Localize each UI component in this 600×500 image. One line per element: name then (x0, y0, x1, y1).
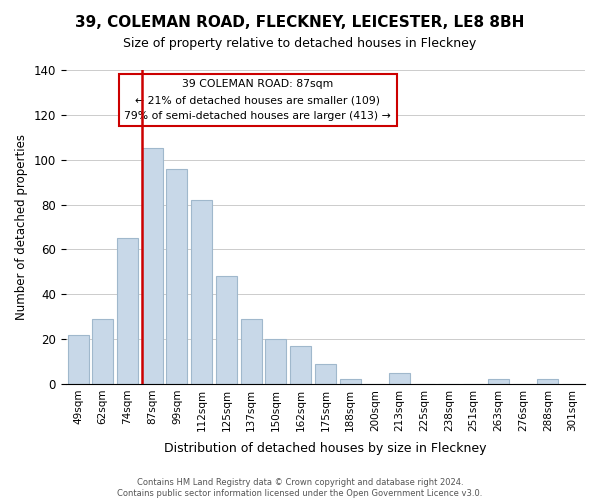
Bar (538, 380, 559, 384)
Text: Contains HM Land Registry data © Crown copyright and database right 2024.
Contai: Contains HM Land Registry data © Crown c… (118, 478, 482, 498)
Bar (117, 238, 138, 384)
Bar (166, 168, 187, 384)
Bar (340, 380, 361, 384)
Bar (191, 200, 212, 384)
Bar (241, 319, 262, 384)
Text: Size of property relative to detached houses in Fleckney: Size of property relative to detached ho… (124, 38, 476, 51)
Bar (315, 364, 336, 384)
Text: 39 COLEMAN ROAD: 87sqm
← 21% of detached houses are smaller (109)
79% of semi-de: 39 COLEMAN ROAD: 87sqm ← 21% of detached… (124, 80, 391, 120)
X-axis label: Distribution of detached houses by size in Fleckney: Distribution of detached houses by size … (164, 442, 487, 455)
Bar (142, 148, 163, 384)
Y-axis label: Number of detached properties: Number of detached properties (15, 134, 28, 320)
Bar (290, 346, 311, 384)
Bar (216, 276, 237, 384)
Bar (92, 319, 113, 384)
Bar (265, 339, 286, 384)
Bar (488, 380, 509, 384)
Bar (389, 372, 410, 384)
Bar (68, 334, 89, 384)
Text: 39, COLEMAN ROAD, FLECKNEY, LEICESTER, LE8 8BH: 39, COLEMAN ROAD, FLECKNEY, LEICESTER, L… (76, 15, 524, 30)
